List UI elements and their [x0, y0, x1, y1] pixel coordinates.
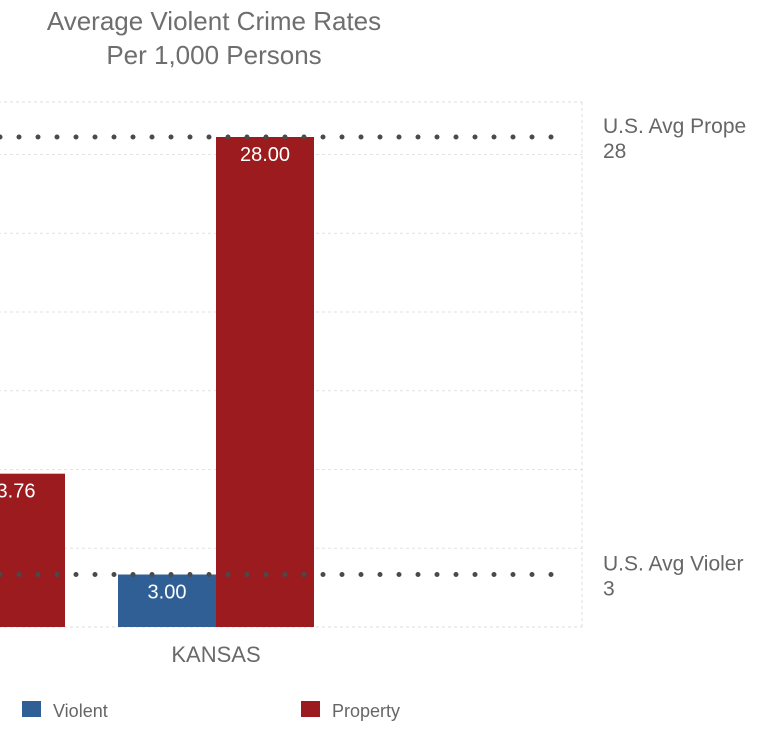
x-axis-tick-labels: eKANSAS [171, 642, 260, 667]
reference-value: 28 [603, 140, 626, 163]
legend-swatch-violent [22, 701, 41, 717]
chart-title-line-2: Per 1,000 Persons [106, 40, 321, 70]
bar-violent [118, 574, 216, 627]
reference-value: 3 [603, 578, 615, 601]
reference-label: U.S. Avg Prope [603, 115, 746, 138]
reference-label: U.S. Avg Violer [603, 553, 743, 576]
bar-property [216, 137, 314, 627]
bar-property [0, 473, 65, 627]
bar-labels: 3.00 3.76 28.00 [0, 144, 290, 604]
legend-label-property: Property [332, 701, 400, 721]
x-tick-label: KANSAS [171, 642, 260, 667]
legend: Violent Property [22, 701, 400, 721]
legend-swatch-property [301, 701, 320, 717]
reference-lines [0, 134, 569, 577]
bars [0, 137, 314, 627]
legend-item-violent[interactable]: Violent [22, 701, 108, 721]
data-label-property: 3.76 [0, 481, 35, 503]
chart-title-line-1: Average Violent Crime Rates [47, 6, 381, 36]
data-label-violent: 3.00 [148, 582, 187, 604]
legend-item-property[interactable]: Property [301, 701, 400, 721]
data-label-property: 28.00 [240, 144, 290, 166]
legend-label-violent: Violent [53, 701, 108, 721]
chart-title: Average Violent Crime Rates Per 1,000 Pe… [47, 6, 381, 70]
